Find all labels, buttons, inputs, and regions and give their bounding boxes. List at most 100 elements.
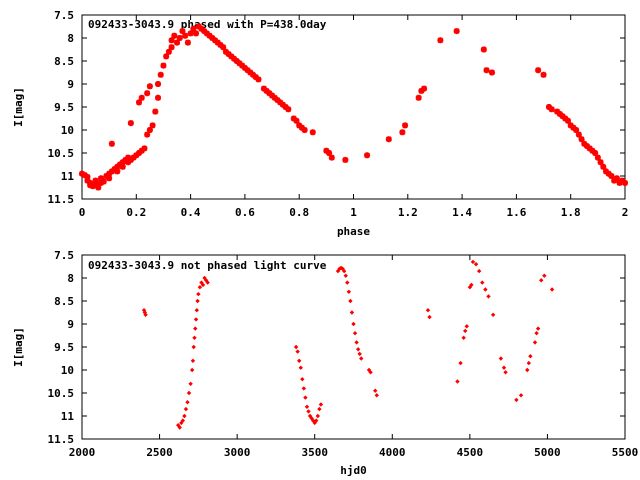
data-point (501, 365, 507, 370)
data-point (549, 287, 555, 292)
data-point (488, 69, 495, 76)
data-point (189, 367, 195, 373)
x-tick-label: 0.6 (235, 206, 255, 219)
data-point (193, 317, 199, 322)
data-point (174, 39, 181, 46)
data-point (260, 85, 267, 92)
data-point (187, 30, 194, 37)
data-point (359, 356, 364, 361)
data-point (122, 156, 129, 163)
data-point (192, 335, 197, 340)
y-tick-label: 8 (67, 272, 74, 285)
data-point (616, 179, 623, 186)
data-point (163, 53, 170, 60)
data-point (209, 35, 216, 41)
data-point (233, 58, 240, 64)
data-point (177, 425, 182, 430)
data-point (385, 136, 392, 143)
data-point (608, 173, 615, 179)
data-point (193, 326, 198, 331)
y-tick-label: 10.5 (48, 387, 75, 400)
data-point (92, 177, 99, 184)
data-point (297, 358, 302, 363)
x-tick-label: 0.4 (181, 206, 201, 219)
data-point (152, 108, 159, 115)
data-point (583, 143, 590, 150)
data-point (108, 140, 115, 147)
data-point (345, 280, 350, 285)
data-point (100, 178, 107, 185)
data-point (295, 349, 300, 354)
data-point (190, 25, 197, 32)
data-point (303, 395, 308, 400)
data-point (374, 393, 379, 398)
y-tick-label: 11.5 (48, 433, 75, 446)
chart-panel-1: 0 0.2 0.4 0.6 0.8 1 1.2 1.4 1.6 1.8 2 7.5 8 8.5 9 9.5 10… (12, 9, 628, 238)
data-point (351, 321, 356, 327)
y-tick-label: 10 (61, 364, 74, 377)
data-point (315, 413, 321, 419)
chart-panel-2: 2000 2500 3000 3500 4000 4500 5000 5500 7.5 8 8.5 9… (12, 249, 638, 477)
data-point (182, 413, 187, 419)
data-point (355, 347, 361, 352)
x-tick-label: 0.2 (126, 206, 146, 219)
data-point (470, 259, 476, 265)
data-point (95, 184, 102, 191)
data-point (241, 64, 248, 71)
y-tick-label: 9.5 (54, 341, 74, 354)
data-point (198, 25, 205, 32)
data-point (464, 324, 469, 329)
data-point (559, 113, 566, 120)
data-point (483, 287, 488, 292)
data-point (622, 179, 628, 186)
y-tick-label: 11 (61, 170, 75, 183)
data-point (125, 159, 132, 166)
data-point (171, 32, 178, 39)
data-point (239, 62, 246, 69)
data-point (535, 326, 541, 331)
data-point (279, 101, 286, 108)
data-point (503, 370, 508, 375)
data-point (535, 67, 542, 74)
data-point (437, 37, 444, 44)
data-point (556, 110, 563, 117)
data-point (326, 150, 333, 156)
data-point (244, 67, 251, 74)
data-point (190, 358, 196, 363)
data-point (368, 370, 373, 375)
data-point (469, 282, 474, 288)
plot-frame (81, 254, 626, 440)
data-point (567, 122, 574, 129)
data-point (141, 145, 148, 152)
data-point (200, 282, 206, 288)
data-point (554, 108, 561, 115)
data-point (144, 90, 151, 97)
data-point (323, 147, 330, 154)
x-tick-label: 3000 (224, 446, 251, 459)
data-point (206, 32, 213, 39)
data-point (191, 344, 196, 350)
data-point (581, 140, 588, 147)
data-point (341, 268, 347, 274)
data-point (195, 23, 202, 30)
data-point (185, 400, 190, 405)
x-tick-label: 2000 (69, 446, 96, 459)
y-tick-label: 11 (61, 410, 75, 423)
data-point (421, 85, 428, 92)
data-point (415, 94, 422, 101)
data-point (490, 312, 496, 317)
data-point (342, 156, 349, 163)
data-point (540, 71, 547, 78)
data-point (119, 163, 126, 170)
data-point (528, 354, 533, 359)
data-point (231, 55, 238, 62)
data-point (575, 131, 582, 138)
x-tick-label: 4500 (457, 446, 484, 459)
y-tick-label: 7.5 (54, 9, 74, 22)
data-point (188, 381, 193, 386)
data-point (306, 409, 311, 414)
x-tick-label: 4000 (379, 446, 406, 459)
data-point (373, 388, 378, 393)
data-point (146, 127, 153, 133)
data-point (592, 150, 599, 156)
